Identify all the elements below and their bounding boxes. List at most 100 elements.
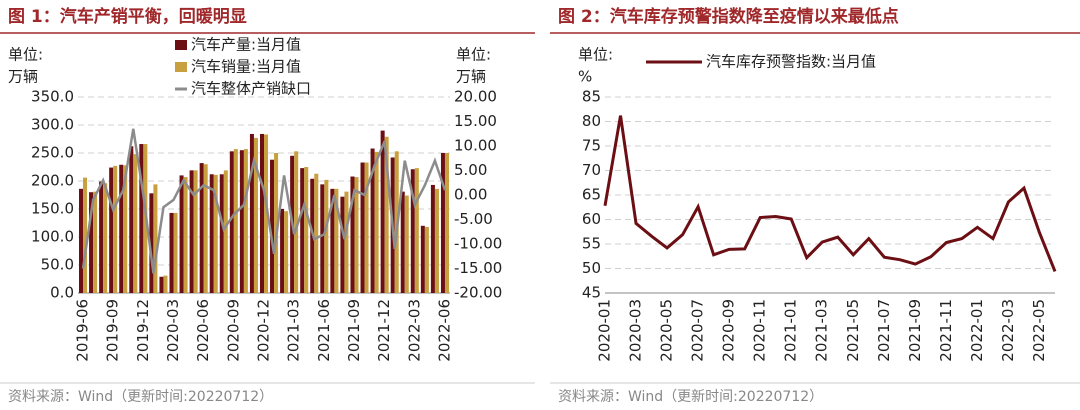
x-tick-label: 2021-05 [844,299,862,362]
bar [440,153,445,293]
x-tick-label: 2020-12 [255,299,273,362]
bar [149,193,154,293]
x-tick-label: 2021-09 [906,299,924,362]
bar [434,188,439,293]
y-tick-label: 100.0 [31,228,74,246]
x-tick-label: 2020-03 [164,299,182,362]
legend-label: 汽车整体产销缺口 [191,80,311,98]
bar [103,183,108,293]
bar [179,175,184,293]
y2-tick-label: 5.00 [454,161,487,179]
bar [410,169,415,293]
bar [294,151,299,293]
x-tick-label: 2020-09 [720,299,738,362]
x-tick-label: 2021-03 [285,299,303,362]
y2-axis-label: 万辆 [456,68,486,86]
y-tick-label: 150.0 [31,200,74,218]
bar [324,179,329,293]
y-tick-label: 50.0 [41,256,74,274]
y-tick-label: 85 [582,88,601,106]
x-tick-label: 2022-05 [1030,299,1048,362]
bar [113,165,118,293]
y2-tick-label: 15.00 [454,112,497,130]
bar [83,177,88,293]
bar [404,195,409,293]
x-tick-label: 2020-09 [224,299,242,362]
y-axis-label: 单位: [578,46,613,64]
x-tick-label: 2022-01 [968,299,986,362]
bar [340,196,345,293]
bar [400,191,405,293]
y2-tick-label: -15.00 [454,259,502,277]
bar [199,163,204,293]
bar [99,181,104,293]
bar [189,170,194,293]
line [603,115,1057,272]
chart-title: 图 1：汽车产销平衡，回暖明显 [8,6,247,27]
bar [320,184,325,293]
bar [159,276,164,293]
x-tick-label: 2021-12 [375,299,393,362]
y2-tick-label: -10.00 [454,235,502,253]
bar [93,191,98,293]
bar [219,174,224,293]
y-axis-label: 万辆 [8,68,38,86]
line [81,128,447,274]
y2-tick-label: 20.00 [454,88,497,106]
legend-swatch [175,40,187,50]
legend-label: 汽车销量:当月值 [191,58,301,76]
y-tick-label: 350.0 [31,88,74,106]
x-tick-label: 2022-03 [999,299,1017,362]
bar [253,137,258,293]
bar [344,191,349,293]
y2-tick-label: 0.00 [454,186,487,204]
y-tick-label: 70 [582,161,601,179]
bar [239,150,244,293]
bar [249,133,254,293]
chart-title: 图 2：汽车库存预警指数降至疫情以来最低点 [558,6,899,27]
bar [233,149,238,293]
bar [314,173,319,293]
bar [350,176,355,293]
bar [163,275,168,293]
y-tick-label: 55 [582,235,601,253]
bar [270,159,275,293]
y2-tick-label: -20.00 [454,284,502,302]
bar [223,170,228,293]
x-tick-label: 2020-03 [627,299,645,362]
bar [384,136,389,293]
bar [193,170,198,293]
bar [420,225,425,293]
bar [354,177,359,293]
y-axis-label: 单位: [8,46,43,64]
bar [264,134,269,293]
y2-axis-label: 单位: [456,46,491,64]
bar [183,177,188,293]
source: 资料来源：Wind（更新时间:20220712） [8,389,273,405]
y-tick-label: 300.0 [31,116,74,134]
x-tick-label: 2021-11 [937,299,955,362]
x-tick-label: 2021-07 [875,299,893,362]
x-tick-label: 2022-06 [435,299,453,362]
y-tick-label: 75 [582,137,601,155]
x-tick-label: 2020-07 [689,299,707,362]
bar [284,211,289,293]
bar [123,165,128,293]
bar [364,162,369,293]
y-tick-label: 60 [582,210,601,228]
source: 资料来源：Wind（更新时间:20220712） [558,389,823,405]
y2-tick-label: 10.00 [454,137,497,155]
y-tick-label: 50 [582,259,601,277]
bar [133,154,138,293]
x-tick-label: 2021-09 [345,299,363,362]
bar [209,174,214,293]
legend-swatch [175,62,187,72]
bar [380,130,385,293]
bar [243,149,248,293]
bar [360,162,365,293]
y-tick-label: 45 [582,284,601,302]
x-tick-label: 2019-06 [74,299,92,362]
legend-label: 汽车库存预警指数:当月值 [706,53,876,71]
x-tick-label: 2019-09 [104,299,122,362]
